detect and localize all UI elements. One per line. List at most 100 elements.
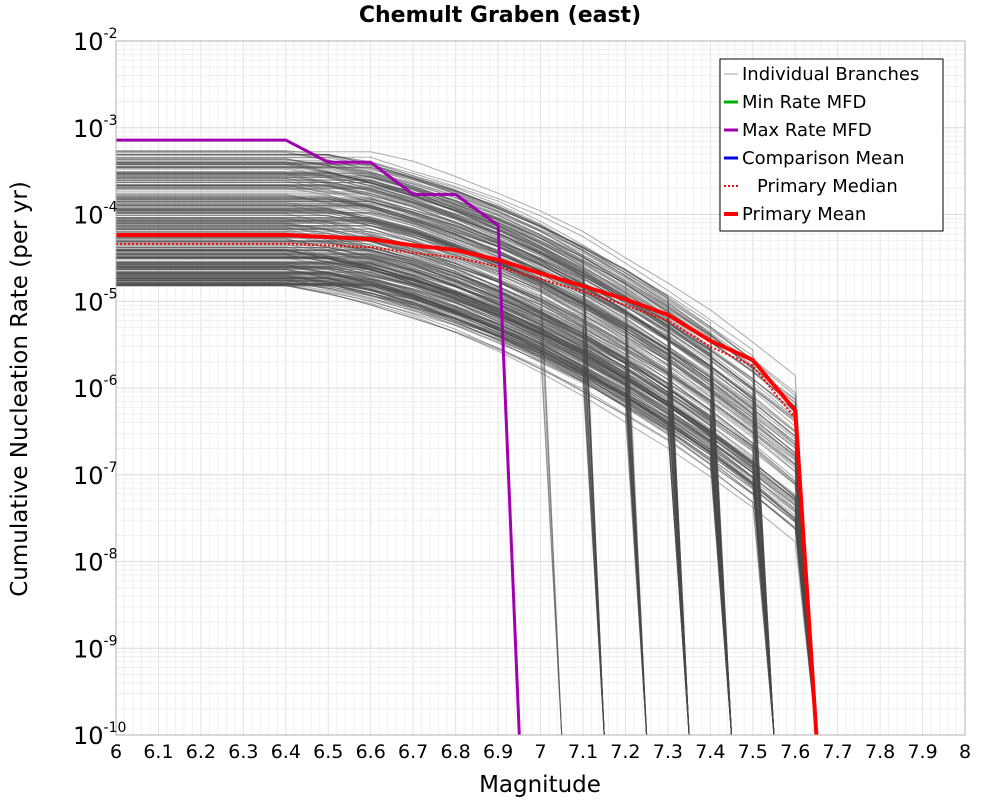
branch-line (116, 187, 775, 735)
branch-line (116, 250, 648, 735)
branch-line (116, 274, 775, 735)
branch-line (116, 238, 775, 735)
branch-line (116, 220, 605, 735)
legend-label-individual-branches: Individual Branches (742, 64, 919, 85)
branch-line (116, 163, 817, 735)
branch-line (116, 280, 775, 735)
x-tick-label: 6.8 (440, 741, 470, 763)
branch-line (116, 204, 817, 735)
branch-line (116, 162, 605, 735)
branch-line (116, 277, 775, 735)
branch-line (116, 255, 648, 735)
branch-line (116, 250, 690, 735)
branch-line (116, 177, 690, 735)
branch-line (116, 253, 648, 735)
y-tick-exponent: -4 (104, 200, 118, 216)
y-tick-label: 10-5 (73, 286, 118, 316)
branch-line (116, 174, 605, 735)
branch-line (116, 228, 563, 735)
branch-line (116, 223, 605, 735)
branch-line (116, 162, 817, 735)
y-tick-label: 10-4 (73, 200, 118, 230)
branch-line (116, 204, 732, 735)
y-tick-base: 10 (73, 375, 104, 403)
branch-line (116, 208, 648, 735)
x-tick-label: 7.2 (610, 741, 640, 763)
branch-line (116, 266, 817, 735)
branch-line (116, 252, 648, 735)
branch-line (116, 191, 817, 735)
branch-line (116, 172, 775, 735)
branch-line (116, 208, 732, 735)
branch-line (116, 257, 775, 735)
y-tick-exponent: -10 (104, 720, 127, 736)
branch-line (116, 246, 775, 735)
y-tick-label: 10-2 (73, 26, 118, 56)
branch-line (116, 217, 690, 735)
branch-line (116, 161, 775, 735)
branch-line (116, 182, 732, 735)
branch-line (116, 212, 817, 735)
branch-line (116, 279, 817, 735)
branch-line (116, 157, 690, 735)
branch-line (116, 212, 817, 735)
branch-line (116, 283, 817, 735)
branch-line (116, 253, 690, 735)
branch-line (116, 260, 775, 735)
branch-line (116, 203, 648, 735)
branch-line (116, 193, 817, 735)
branch-line (116, 209, 817, 735)
branch-line (116, 271, 648, 735)
branch-line (116, 202, 817, 735)
x-tick-label: 7.4 (695, 741, 725, 763)
branch-line (116, 250, 648, 735)
legend-box (719, 58, 944, 232)
branch-line (116, 207, 563, 735)
branch-line (116, 232, 817, 735)
branch-line (116, 154, 817, 735)
branch-line (116, 249, 732, 735)
branch-line (116, 270, 775, 735)
branch-line (116, 165, 817, 735)
x-tick-label: 7.7 (823, 741, 853, 763)
branch-line (116, 254, 732, 735)
branch-line (116, 255, 775, 735)
branch-line (116, 277, 690, 735)
branch-line (116, 159, 732, 735)
branch-line (116, 273, 648, 735)
branch-line (116, 151, 817, 735)
branch-line (116, 262, 775, 735)
branch-line (116, 253, 690, 735)
branch-line (116, 163, 690, 735)
branch-line (116, 196, 690, 735)
branch-line (116, 200, 817, 735)
branch-line (116, 164, 817, 735)
branch-line (116, 283, 605, 735)
branch-line (116, 222, 605, 735)
y-tick-label: 10-6 (73, 373, 118, 403)
branch-line (116, 264, 605, 735)
axes: 6 6.1 6.2 6.3 6.4 6.5 6.6 6.7 6.8 6.9 7 7.1 7.2 7.3 7.… (73, 26, 971, 763)
branch-line (116, 268, 817, 735)
branch-line (116, 174, 605, 735)
legend-label-max-rate-mfd: Max Rate MFD (742, 120, 872, 141)
legend-label-min-rate-mfd: Min Rate MFD (742, 92, 866, 113)
branch-line (116, 219, 648, 735)
branch-line (116, 272, 732, 735)
branch-line (116, 154, 732, 735)
branch-line (116, 227, 817, 735)
branch-line (116, 198, 775, 735)
branch-line (116, 256, 732, 735)
branch-line (116, 196, 817, 735)
branch-line (116, 249, 732, 735)
branch-line (116, 272, 732, 735)
x-tick-label: 7.1 (568, 741, 598, 763)
branch-line (116, 154, 690, 735)
branch-line (116, 166, 690, 735)
branch-line (116, 285, 690, 735)
branch-line (116, 185, 817, 735)
branch-line (116, 198, 563, 735)
branch-line (116, 279, 817, 735)
y-axis-label: Cumulative Nucleation Rate (per yr) (7, 181, 33, 597)
branch-line (116, 247, 732, 735)
